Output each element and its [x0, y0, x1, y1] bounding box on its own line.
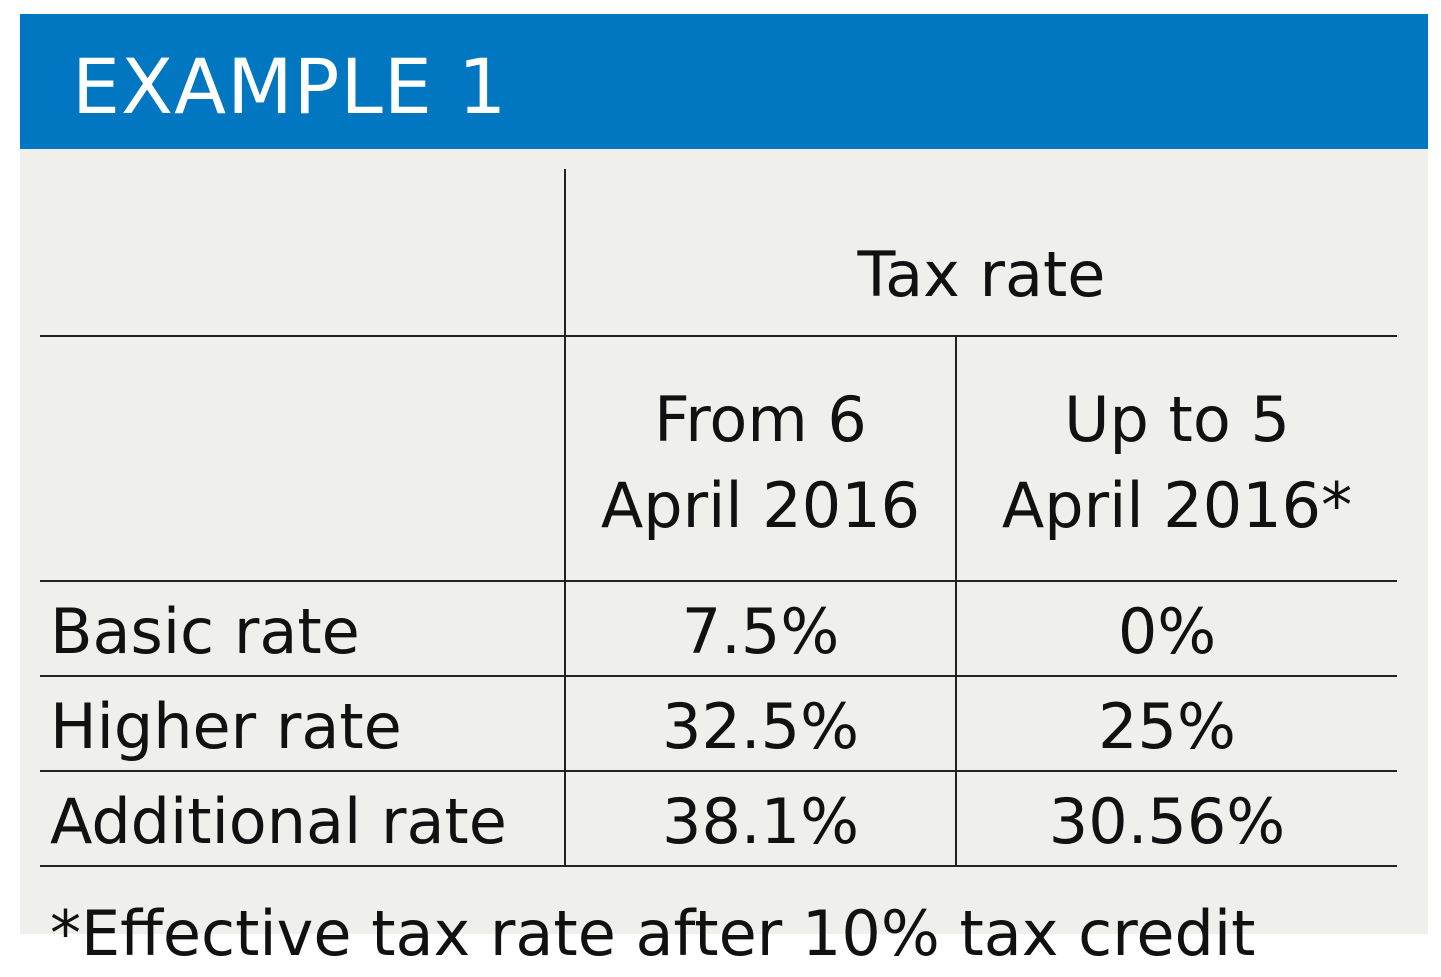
cell-additional-rate-from: 38.1%: [662, 785, 859, 858]
cell-basic-rate-upto: 0%: [1117, 595, 1217, 668]
rule-under-higher-rate: [40, 770, 1397, 772]
rule-column-divider-2: [955, 335, 957, 867]
row-label-higher-rate: Higher rate: [50, 690, 402, 763]
rule-under-basic-rate: [40, 675, 1397, 677]
rule-column-divider-1: [564, 169, 566, 867]
example-title: EXAMPLE 1: [72, 42, 508, 131]
rule-under-group-header: [40, 335, 1397, 337]
rule-under-column-headers: [40, 580, 1397, 582]
rule-under-additional-rate: [40, 865, 1397, 867]
group-header-tax-rate: Tax rate: [857, 238, 1106, 311]
cell-basic-rate-from: 7.5%: [681, 595, 840, 668]
cell-higher-rate-from: 32.5%: [662, 690, 859, 763]
header-bar: EXAMPLE 1: [20, 14, 1428, 149]
cell-additional-rate-upto: 30.56%: [1048, 785, 1286, 858]
example-card: EXAMPLE 1 Tax rate From 6 April 2016 Up …: [20, 14, 1428, 934]
column-header-from-line1: From 6: [654, 383, 867, 456]
row-label-basic-rate: Basic rate: [50, 595, 360, 668]
row-label-additional-rate: Additional rate: [50, 785, 507, 858]
column-header-from-line2: April 2016: [600, 469, 921, 542]
footnote: *Effective tax rate after 10% tax credit: [50, 897, 1256, 970]
column-header-upto-line2: April 2016*: [1001, 469, 1353, 542]
column-header-upto-line1: Up to 5: [1064, 383, 1290, 456]
cell-higher-rate-upto: 25%: [1098, 690, 1236, 763]
